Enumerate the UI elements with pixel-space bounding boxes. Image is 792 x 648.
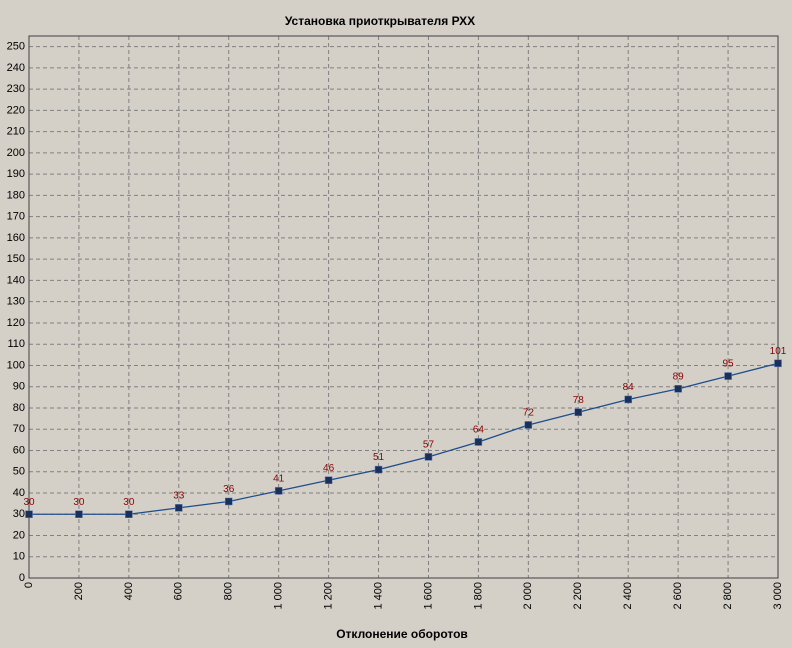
x-tick-label: 2 400 <box>622 582 634 610</box>
y-tick-label: 200 <box>7 147 25 159</box>
marker <box>624 395 632 404</box>
y-tick-label: 0 <box>19 572 25 584</box>
marker <box>175 504 183 512</box>
y-tick-label: 150 <box>7 253 25 265</box>
marker <box>374 465 383 474</box>
data-label: 36 <box>223 484 235 495</box>
marker <box>125 510 133 518</box>
y-tick-label: 10 <box>13 551 25 563</box>
plot-border <box>28 35 779 579</box>
data-label: 101 <box>770 346 787 357</box>
x-tick-label: 2 800 <box>722 582 734 610</box>
data-label: 84 <box>623 382 635 393</box>
x-tick-label: 200 <box>73 582 85 600</box>
x-tick-label: 3 000 <box>772 582 784 610</box>
marker <box>524 421 533 429</box>
x-tick-label: 800 <box>223 582 235 600</box>
marker <box>424 453 433 461</box>
x-tick-label: 1 000 <box>273 582 285 610</box>
y-tick-label: 250 <box>7 41 25 53</box>
marker <box>574 408 583 416</box>
y-tick-label: 20 <box>13 529 25 541</box>
y-tick-label: 70 <box>13 423 25 435</box>
x-tick-label: 2 600 <box>672 582 684 610</box>
data-label: 72 <box>523 408 535 419</box>
y-tick-label: 240 <box>7 62 25 74</box>
x-tick-label: 0 <box>23 582 35 588</box>
y-tick-label: 170 <box>7 211 25 223</box>
y-tick-label: 120 <box>7 317 25 329</box>
y-tick-label: 160 <box>7 232 25 244</box>
data-label: 51 <box>373 452 385 463</box>
x-tick-label: 600 <box>173 582 185 600</box>
y-tick-label: 230 <box>7 83 25 95</box>
marker <box>324 476 333 484</box>
y-tick-label: 190 <box>7 168 25 180</box>
y-tick-label: 60 <box>13 444 25 456</box>
data-label: 46 <box>323 463 335 474</box>
x-tick-label: 1 800 <box>472 582 484 610</box>
y-tick-label: 130 <box>7 296 25 308</box>
data-label: 33 <box>173 490 185 501</box>
y-tick-label: 100 <box>7 359 25 371</box>
x-tick-label: 2 000 <box>522 582 534 610</box>
series-line <box>29 362 779 515</box>
y-tick-label: 40 <box>13 487 25 499</box>
marker <box>774 359 782 368</box>
y-tick-label: 210 <box>7 126 25 138</box>
x-tick-label: 1 600 <box>422 582 434 610</box>
x-tick-label: 1 200 <box>323 582 335 610</box>
x-axis-title: Отклонение оборотов <box>336 627 468 641</box>
data-label: 95 <box>723 359 735 370</box>
y-tick-label: 30 <box>13 508 25 520</box>
marker <box>474 438 483 446</box>
x-tick-label: 2 200 <box>572 582 584 610</box>
data-label: 57 <box>423 439 435 450</box>
marker <box>25 510 33 518</box>
marker <box>674 385 682 393</box>
marker <box>274 487 283 495</box>
y-tick-label: 80 <box>13 402 25 414</box>
data-label: 78 <box>573 395 585 406</box>
y-tick-label: 140 <box>7 274 25 286</box>
data-label: 30 <box>123 497 135 508</box>
x-tick-label: 400 <box>123 582 135 600</box>
marker <box>75 510 83 518</box>
data-label: 41 <box>273 473 285 484</box>
data-label: 89 <box>673 371 685 382</box>
x-tick-label: 1 400 <box>372 582 384 610</box>
marker <box>224 497 233 506</box>
data-label: 64 <box>473 425 485 436</box>
data-label: 30 <box>23 497 35 508</box>
y-tick-label: 110 <box>7 338 25 350</box>
marker <box>724 372 732 380</box>
y-tick-label: 220 <box>7 104 25 116</box>
y-tick-label: 90 <box>13 381 25 393</box>
y-tick-label: 50 <box>13 466 25 478</box>
y-tick-label: 180 <box>7 189 25 201</box>
data-label: 30 <box>73 497 85 508</box>
chart-title: Установка приоткрывателя РХХ <box>285 14 475 28</box>
